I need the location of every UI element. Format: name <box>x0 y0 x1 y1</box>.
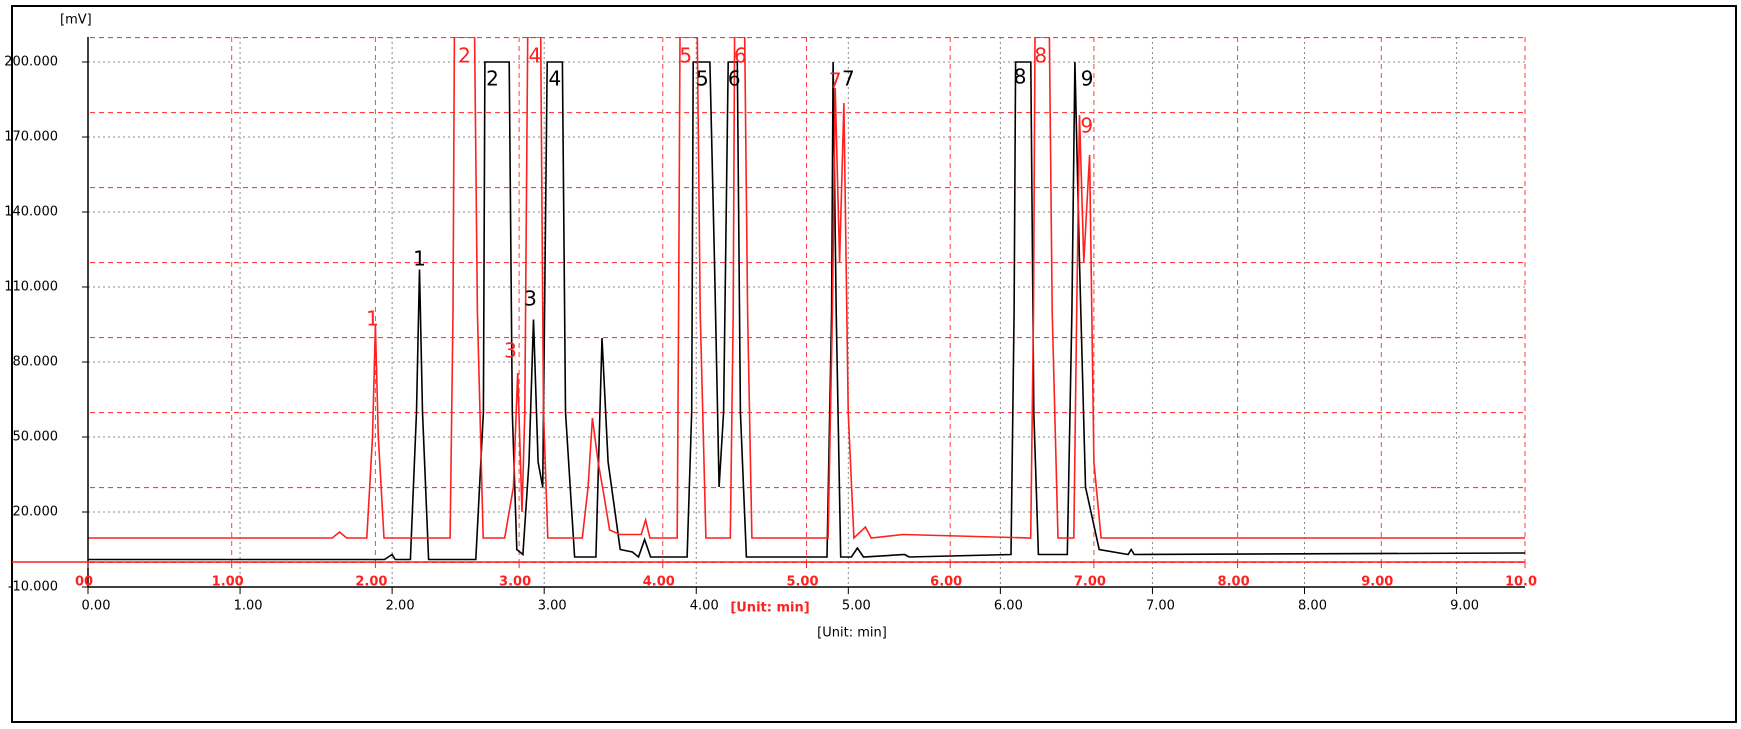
x2-tick-label: 10.0 <box>1505 575 1537 590</box>
peak-label: 4 <box>548 67 561 91</box>
peak-label: 1 <box>366 307 379 331</box>
peak-label: 7 <box>842 67 855 91</box>
y-tick-label: 80.000 <box>13 355 59 370</box>
x-tick-label: 2.00 <box>386 599 415 614</box>
y-tick-label: 50.000 <box>13 430 59 445</box>
x2-tick-label: 8.00 <box>1218 575 1250 590</box>
y-tick-label: 20.000 <box>13 505 59 520</box>
trace <box>88 61 1525 561</box>
peak-label: 3 <box>524 287 537 311</box>
x-tick-label: 9.00 <box>1450 599 1479 614</box>
x2-tick-label: 7.00 <box>1074 575 1106 590</box>
traces <box>88 37 1525 561</box>
y-axis-label: [mV] <box>60 13 92 28</box>
x2-tick-label: 00 <box>75 575 93 590</box>
peak-label: 9 <box>1080 114 1093 138</box>
x2-tick-label: 4.00 <box>643 575 675 590</box>
peak-label: 5 <box>679 44 692 68</box>
x2-tick-label: 6.00 <box>930 575 962 590</box>
x-tick-label: 6.00 <box>994 599 1023 614</box>
x2-tick-label: 1.00 <box>212 575 244 590</box>
y-tick-label: 200.000 <box>4 55 58 70</box>
peak-label: 7 <box>829 69 842 93</box>
x2-tick-label: 2.00 <box>355 575 387 590</box>
x-tick-label: 8.00 <box>1298 599 1327 614</box>
x-tick-label: 0.00 <box>82 599 111 614</box>
peak-label: 8 <box>1034 44 1047 68</box>
x-tick-label: 1.00 <box>234 599 263 614</box>
peak-label: 2 <box>486 67 499 91</box>
trace <box>88 37 1525 540</box>
y-tick-label: 140.000 <box>4 205 58 220</box>
x-tick-label: 5.00 <box>842 599 871 614</box>
y-tick-label: 110.000 <box>4 280 58 295</box>
peak-label: 5 <box>696 67 709 91</box>
peak-label: 9 <box>1081 67 1094 91</box>
y-tick-label: 170.000 <box>4 130 58 145</box>
peak-label: 3 <box>504 339 517 363</box>
y-tick-label: -10.000 <box>8 580 58 595</box>
peak-label: 2 <box>458 44 471 68</box>
peak-label: 1 <box>413 247 426 271</box>
x2-axis-label: [Unit: min] <box>730 601 809 616</box>
x-axis-label: [Unit: min] <box>817 626 887 641</box>
x-tick-label: 7.00 <box>1146 599 1175 614</box>
x2-tick-label: 9.00 <box>1361 575 1393 590</box>
axes: -10.00020.00050.00080.000110.000140.0001… <box>4 55 1537 614</box>
x-tick-label: 4.00 <box>690 599 719 614</box>
x-tick-label: 3.00 <box>538 599 567 614</box>
peak-label: 6 <box>728 67 741 91</box>
peak-label: 6 <box>734 44 747 68</box>
x2-tick-label: 5.00 <box>786 575 818 590</box>
peak-label: 4 <box>529 44 542 68</box>
x2-tick-label: 3.00 <box>499 575 531 590</box>
peak-label: 8 <box>1014 65 1027 89</box>
